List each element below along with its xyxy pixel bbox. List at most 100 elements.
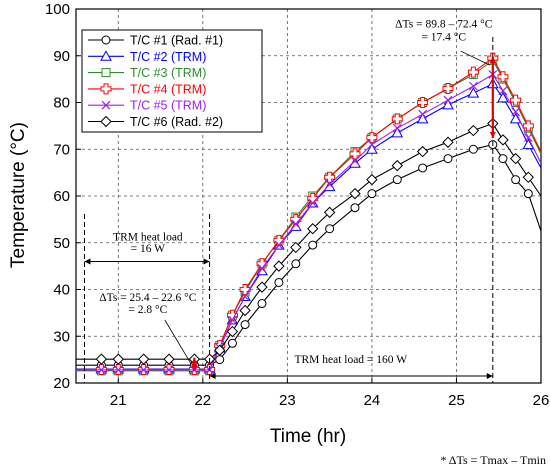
data-point: [366, 143, 378, 154]
x-tick-label: 21: [110, 392, 127, 409]
data-point: [349, 187, 361, 200]
data-point: [274, 240, 284, 250]
x-tick-label: 22: [194, 392, 211, 409]
legend-label: T/C #6 (Rad. #2): [130, 115, 223, 129]
legend-swatch-marker: [100, 115, 112, 128]
delta-t1-label-line2: = 2.8 °C: [128, 304, 167, 316]
data-point: [325, 224, 335, 234]
delta-t1-bar-head: [191, 357, 198, 364]
footnote: * ΔTs = Tmax – Tmin: [440, 453, 546, 467]
data-point: [522, 171, 535, 184]
series-line-5: [76, 73, 542, 371]
series-5: [76, 70, 542, 375]
data-point: [443, 95, 453, 105]
data-point: [257, 264, 267, 273]
legend-label: T/C #2 (TRM): [130, 50, 206, 64]
delta-t2-label-line1: ΔTs = 89.8 – 72.4 °C: [395, 19, 493, 31]
data-point: [511, 175, 521, 185]
data-point: [509, 152, 522, 165]
data-point: [443, 154, 453, 164]
data-point: [349, 157, 361, 168]
y-tick-label: 60: [53, 188, 70, 205]
data-point: [367, 189, 377, 199]
delta-t2-bar-head: [489, 56, 496, 63]
data-point: [367, 140, 377, 149]
data-point: [164, 365, 174, 375]
data-point: [392, 123, 402, 133]
data-point: [307, 223, 319, 235]
legend-item-1: T/C #1 (Rad. #1): [88, 34, 223, 48]
data-point: [523, 133, 533, 142]
legend-label: T/C #5 (TRM): [130, 99, 206, 113]
load1-arrow-head-right: [203, 258, 210, 265]
legend-swatch-marker: [101, 100, 111, 110]
data-point: [257, 299, 267, 309]
x-tick-label: 23: [279, 392, 296, 409]
data-point: [139, 365, 149, 375]
data-point: [497, 134, 509, 146]
delta-t2-leader: [460, 50, 490, 66]
y-tick-label: 80: [53, 95, 70, 112]
data-point: [391, 113, 403, 125]
data-point: [523, 189, 533, 199]
legend-item-3: T/C #3 (TRM): [88, 66, 206, 80]
data-point: [467, 87, 480, 98]
data-point: [522, 120, 534, 132]
legend-item-5: T/C #5 (TRM): [88, 99, 206, 113]
data-point: [323, 206, 336, 219]
data-point: [226, 325, 239, 338]
data-point: [468, 144, 478, 154]
series-layer: [76, 52, 542, 376]
y-tick-label: 90: [53, 48, 70, 65]
data-point: [274, 277, 284, 287]
y-axis-label: Temperature (°C): [8, 122, 29, 268]
legend-label: T/C #3 (TRM): [130, 66, 206, 80]
annotation-layer: TRM heat load= 16 W ΔTs = 25.4 – 22.6 °C=…: [83, 19, 546, 467]
legend: T/C #1 (Rad. #1) T/C #2 (TRM) T/C #3 (TRM)…: [81, 29, 263, 133]
load1-label-line1: TRM heat load: [113, 231, 183, 243]
delta-t1-leader: [164, 319, 192, 365]
y-tick-label: 100: [45, 1, 70, 18]
data-point: [416, 145, 429, 158]
data-point: [366, 173, 378, 186]
data-point: [325, 179, 335, 189]
legend-label: T/C #4 (TRM): [130, 82, 206, 96]
load1-arrow-head-left: [84, 258, 91, 265]
legend-swatch-marker: [101, 68, 111, 78]
data-point: [467, 124, 480, 137]
x-tick-label: 25: [448, 392, 465, 409]
data-point: [113, 365, 123, 375]
data-point: [240, 320, 250, 330]
data-point: [215, 355, 225, 365]
data-point: [498, 154, 508, 164]
data-point: [256, 258, 268, 270]
data-point: [391, 159, 403, 172]
data-point: [214, 344, 226, 356]
legend-label: T/C #1 (Rad. #1): [130, 34, 223, 48]
data-point: [112, 353, 124, 365]
data-point: [442, 98, 454, 110]
data-point: [391, 126, 404, 138]
data-point: [442, 82, 454, 94]
data-point: [511, 107, 521, 117]
data-point: [226, 309, 238, 321]
data-point: [350, 203, 360, 213]
data-point: [418, 163, 428, 173]
data-point: [291, 259, 301, 269]
data-point: [273, 260, 285, 272]
load1-label-line2: = 16 W: [131, 243, 166, 255]
tick-labels: 21 22 23 24 25 26 20 30 40 50 60 70 80 90 100: [45, 1, 549, 409]
x-tick-label: 24: [364, 392, 381, 409]
y-tick-label: 70: [53, 141, 70, 158]
legend-box: [81, 29, 263, 133]
data-point: [498, 86, 508, 96]
legend-item-4: T/C #4 (TRM): [88, 82, 206, 96]
delta-t1-label-line1: ΔTs = 25.4 – 22.6 °C: [99, 292, 197, 304]
load2-arrow-head-right: [486, 372, 493, 379]
x-tick-label: 26: [533, 392, 550, 409]
legend-item-6: T/C #6 (Rad. #2): [88, 115, 223, 129]
legend-swatch-marker: [101, 35, 111, 45]
data-point: [417, 97, 429, 108]
data-point: [392, 175, 402, 185]
data-point: [467, 66, 479, 78]
